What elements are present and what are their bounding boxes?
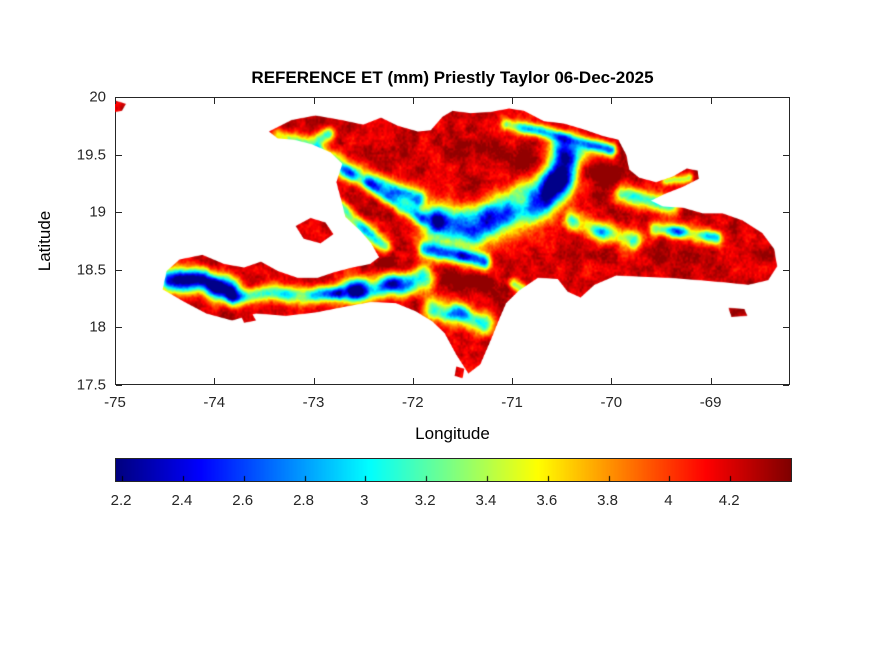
x-axis-tick-top <box>214 98 216 104</box>
x-axis-tick-top <box>115 98 116 104</box>
y-axis-tick-right <box>783 212 789 214</box>
y-axis-tick <box>116 327 122 329</box>
y-tick-label: 19 <box>89 203 106 221</box>
y-axis-tick <box>116 385 122 386</box>
colorbar-tick-label: 2.2 <box>110 492 132 509</box>
colorbar-tick-label: 3 <box>360 492 369 509</box>
x-tick-label: -72 <box>401 394 424 411</box>
x-axis-tick <box>512 378 514 384</box>
x-axis-label: Longitude <box>415 424 490 443</box>
colorbar-tick-label: 2.6 <box>232 492 254 509</box>
colorbar-tick-label: 3.6 <box>536 492 558 509</box>
colorbar-tick-label: 3.2 <box>414 492 436 509</box>
y-axis-label: Latitude <box>35 210 54 272</box>
colorbar-tick-label: 3.8 <box>597 492 618 509</box>
chart-title: REFERENCE ET (mm) Priestly Taylor 06-Dec… <box>251 68 654 87</box>
x-axis-tick <box>412 378 414 384</box>
y-axis-tick <box>116 97 122 98</box>
x-axis-tick <box>313 378 315 384</box>
x-tick-label: -71 <box>501 394 523 411</box>
x-axis-tick-top <box>512 98 514 104</box>
x-tick-label: -75 <box>104 394 126 411</box>
x-axis-tick <box>115 378 116 384</box>
y-axis-tick-right <box>783 327 789 329</box>
colorbar-tick-label: 2.4 <box>171 492 193 509</box>
y-axis-tick-right <box>783 269 789 271</box>
y-tick-label: 18 <box>89 318 106 336</box>
y-tick-label: 20 <box>89 88 106 106</box>
y-axis-tick <box>116 212 122 214</box>
x-axis-tick <box>214 378 216 384</box>
y-tick-label: 18.5 <box>76 261 106 279</box>
y-axis-tick-right <box>783 154 789 156</box>
colorbar-tick-label: 4.2 <box>718 492 740 509</box>
y-axis-tick <box>116 269 122 271</box>
y-axis-tick-right <box>783 97 789 98</box>
colorbar-tick-label: 4 <box>664 492 673 509</box>
y-tick-label: 19.5 <box>76 146 106 164</box>
x-axis-tick-top <box>412 98 414 104</box>
x-tick-label: -70 <box>600 394 623 411</box>
x-tick-label: -74 <box>203 394 226 411</box>
x-axis-tick-top <box>710 98 712 104</box>
colorbar-tick-label: 2.8 <box>293 492 314 509</box>
x-tick-label: -69 <box>699 394 722 411</box>
y-tick-label: 17.5 <box>76 376 106 394</box>
x-tick-label: -73 <box>302 394 325 411</box>
y-axis-tick <box>116 154 122 156</box>
x-axis-tick <box>611 378 613 384</box>
x-axis-tick <box>710 378 712 384</box>
colorbar <box>115 458 792 482</box>
x-axis-tick-top <box>611 98 613 104</box>
y-axis-tick-right <box>783 385 789 386</box>
x-axis-tick-top <box>313 98 315 104</box>
heatmap-canvas <box>115 97 790 385</box>
colorbar-tick-label: 3.4 <box>475 492 497 509</box>
